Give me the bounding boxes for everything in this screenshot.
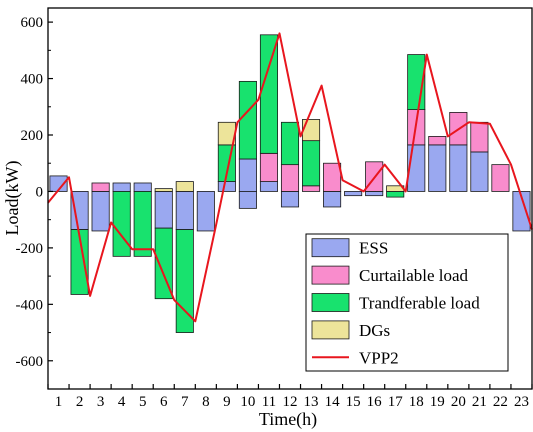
bar-0-pos-21 xyxy=(470,151,489,192)
x-tick-label: 18 xyxy=(409,394,424,410)
y-tick-label: -400 xyxy=(16,297,44,313)
y-tick-label: 200 xyxy=(21,128,44,144)
bar-0-neg-8 xyxy=(196,191,215,232)
bar-0-pos-9 xyxy=(217,181,236,192)
bar-2-pos-13 xyxy=(302,140,321,187)
bar-0-neg-10 xyxy=(238,191,257,209)
bar-1-pos-19 xyxy=(428,136,447,146)
bar-2-pos-11 xyxy=(259,34,278,154)
x-tick-label: 2 xyxy=(76,394,84,410)
bar-0-neg-14 xyxy=(323,191,342,208)
x-tick-label: 17 xyxy=(388,394,404,410)
x-tick-label: 10 xyxy=(240,394,255,410)
legend-label: DGs xyxy=(359,321,390,340)
legend-label: ESS xyxy=(359,239,388,258)
bar-2-neg-5 xyxy=(133,191,152,257)
bar-3-pos-13 xyxy=(302,119,321,142)
x-tick-label: 22 xyxy=(493,394,508,410)
bar-2-neg-6 xyxy=(154,227,173,300)
legend-swatch xyxy=(311,320,350,340)
line-layer xyxy=(47,32,533,323)
x-tick-label: 16 xyxy=(367,394,383,410)
bar-1-pos-11 xyxy=(259,152,278,182)
x-tick-label: 11 xyxy=(262,394,276,410)
bar-1-pos-13 xyxy=(302,185,321,192)
bar-0-neg-6 xyxy=(154,191,173,229)
x-tick-label: 3 xyxy=(97,394,105,410)
bar-0-neg-15 xyxy=(344,191,363,197)
bar-2-neg-4 xyxy=(112,191,131,257)
y-tick-label: 600 xyxy=(21,15,44,31)
vpp2-line xyxy=(47,32,533,323)
legend-swatch xyxy=(311,265,350,285)
x-tick-label: 8 xyxy=(202,394,210,410)
bar-0-pos-11 xyxy=(259,181,278,192)
bar-0-neg-16 xyxy=(365,191,384,197)
bar-0-neg-7 xyxy=(175,191,194,230)
bar-0-pos-10 xyxy=(238,158,257,192)
x-tick-label: 14 xyxy=(325,394,341,410)
x-tick-label: 4 xyxy=(118,394,126,410)
x-tick-label: 1 xyxy=(55,394,63,410)
bar-3-pos-6 xyxy=(154,188,173,192)
bar-2-pos-12 xyxy=(280,121,300,166)
x-tick-label: 13 xyxy=(304,394,319,410)
bar-0-neg-3 xyxy=(91,191,110,232)
y-tick-label: -200 xyxy=(16,241,44,257)
bar-1-pos-14 xyxy=(323,162,342,192)
x-tick-label: 21 xyxy=(472,394,487,410)
bar-0-neg-23 xyxy=(512,191,531,232)
bar-1-pos-22 xyxy=(491,164,510,192)
bar-2-neg-2 xyxy=(70,229,89,295)
plot-frame xyxy=(47,7,533,390)
bar-3-pos-7 xyxy=(175,181,194,192)
x-tick-label: 7 xyxy=(181,394,189,410)
y-axis-title: Load(kW) xyxy=(2,161,23,236)
legend-label: Trandferable load xyxy=(359,294,480,313)
legend-swatch xyxy=(311,238,350,258)
bar-1-pos-21 xyxy=(470,121,489,153)
bar-0-pos-19 xyxy=(428,144,447,192)
bar-0-neg-12 xyxy=(280,191,300,208)
bar-0-pos-20 xyxy=(449,144,468,192)
x-tick-label: 9 xyxy=(223,394,231,410)
x-tick-label: 15 xyxy=(346,394,361,410)
legend-label: Curtailable load xyxy=(359,266,469,285)
bar-0-pos-4 xyxy=(112,182,131,192)
x-axis-title: Time(h) xyxy=(259,409,317,430)
legend-swatch xyxy=(311,293,350,312)
bar-1-pos-3 xyxy=(91,182,110,192)
bar-1-pos-12 xyxy=(280,164,300,192)
bar-2-pos-10 xyxy=(238,80,257,160)
y-tick-label: -600 xyxy=(16,354,44,370)
y-tick-label: 0 xyxy=(36,184,44,200)
x-tick-label: 6 xyxy=(160,394,168,410)
legend-label: VPP2 xyxy=(359,348,399,367)
x-tick-label: 5 xyxy=(139,394,147,410)
x-tick-label: 19 xyxy=(430,394,445,410)
legend: ESS Curtailable load Trandferable load DGs V… xyxy=(305,233,509,372)
x-tick-label: 23 xyxy=(514,394,529,410)
bar-2-neg-17 xyxy=(386,191,405,198)
x-tick-label: 20 xyxy=(451,394,466,410)
y-tick-label: 400 xyxy=(21,72,44,88)
x-tick-label: 12 xyxy=(283,394,298,410)
bar-0-pos-5 xyxy=(133,182,152,192)
